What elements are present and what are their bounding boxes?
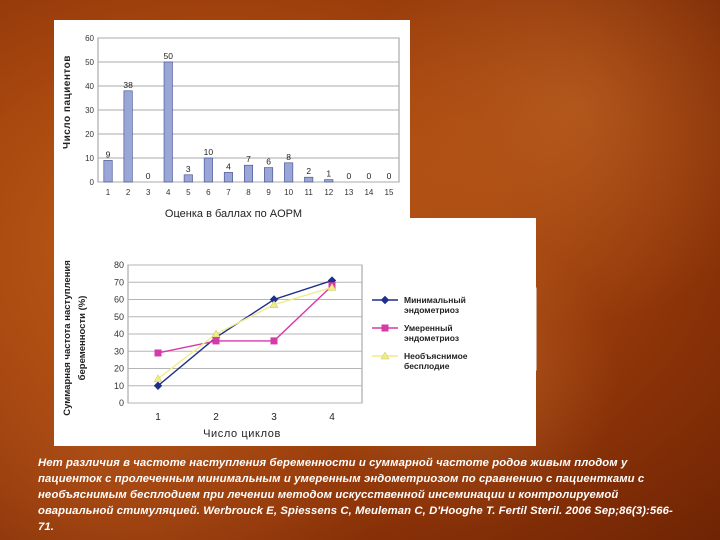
legend-label-line1: Необъяснимое bbox=[404, 351, 468, 361]
y-tick-label: 60 bbox=[85, 34, 94, 43]
legend-label-line2: бесплодие bbox=[404, 361, 450, 371]
x-tick-label: 8 bbox=[246, 188, 251, 197]
bar-value-label: 0 bbox=[387, 171, 392, 181]
x-tick-label: 13 bbox=[344, 188, 353, 197]
y-tick-label: 50 bbox=[85, 58, 94, 67]
bar-value-label: 38 bbox=[123, 80, 133, 90]
bar bbox=[103, 160, 113, 183]
bar bbox=[324, 179, 334, 183]
x-tick-label: 11 bbox=[305, 188, 314, 197]
x-tick-label: 2 bbox=[126, 188, 131, 197]
bar bbox=[264, 167, 274, 183]
series-line bbox=[157, 286, 333, 380]
data-point bbox=[381, 324, 389, 332]
bar bbox=[284, 162, 294, 183]
bar bbox=[203, 157, 213, 183]
x-axis-title: Оценка в баллах по AОРМ bbox=[165, 208, 302, 220]
data-point bbox=[211, 329, 221, 338]
bar-value-label: 3 bbox=[186, 164, 191, 174]
x-tick-label: 7 bbox=[226, 188, 231, 197]
bar-value-label: 4 bbox=[226, 161, 231, 171]
legend-label-line1: Минимальный bbox=[404, 295, 466, 305]
slide-caption: Нет различия в частоте наступления берем… bbox=[38, 457, 673, 533]
bar-value-label: 0 bbox=[346, 171, 351, 181]
x-tick-label: 5 bbox=[186, 188, 191, 197]
bar-value-label: 0 bbox=[146, 171, 151, 181]
bar bbox=[123, 90, 133, 183]
data-point bbox=[154, 349, 162, 357]
bar bbox=[243, 164, 254, 183]
bar-value-label: 9 bbox=[106, 149, 111, 159]
data-point bbox=[270, 337, 278, 345]
y-tick-label: 10 bbox=[85, 154, 94, 163]
y-axis-title: Число пациентов bbox=[62, 55, 73, 149]
bar-value-label: 50 bbox=[163, 51, 173, 61]
series-line bbox=[157, 285, 333, 354]
legend-label-line1: Умеренный bbox=[404, 323, 453, 333]
x-tick-label: 1 bbox=[155, 412, 161, 423]
legend-label-line2: эндометриоз bbox=[404, 305, 459, 315]
y-tick-label: 40 bbox=[85, 82, 94, 91]
data-point bbox=[212, 337, 220, 345]
x-tick-label: 14 bbox=[364, 188, 373, 197]
x-tick-label: 3 bbox=[146, 188, 151, 197]
bar bbox=[223, 172, 233, 183]
bar-value-label: 1 bbox=[326, 169, 331, 179]
x-tick-label: 9 bbox=[266, 188, 271, 197]
data-point bbox=[153, 374, 163, 383]
y-tick-label: 60 bbox=[114, 295, 124, 305]
y-tick-label: 30 bbox=[114, 346, 124, 356]
data-point bbox=[380, 295, 390, 305]
x-tick-label: 6 bbox=[206, 188, 211, 197]
bar-value-label: 2 bbox=[306, 166, 311, 176]
x-tick-label: 1 bbox=[106, 188, 111, 197]
data-point bbox=[327, 282, 337, 291]
x-tick-label: 12 bbox=[324, 188, 333, 197]
y-tick-label: 40 bbox=[114, 329, 124, 339]
x-tick-label: 10 bbox=[284, 188, 293, 197]
x-tick-label: 4 bbox=[329, 412, 335, 423]
y-axis-title-line2: беременности (%) bbox=[77, 296, 88, 381]
y-tick-label: 20 bbox=[114, 364, 124, 374]
bar-value-label: 6 bbox=[266, 157, 271, 167]
y-tick-label: 70 bbox=[114, 277, 124, 287]
series-line bbox=[157, 279, 333, 387]
data-point bbox=[269, 300, 279, 308]
y-tick-label: 0 bbox=[119, 398, 124, 408]
line-chart-panel: 0 10 20 30 40 50 60 70 80 1 2 3 4 Минимальный эндометр… bbox=[54, 218, 537, 446]
y-tick-label: 80 bbox=[114, 260, 124, 270]
y-tick-label: 20 bbox=[85, 130, 94, 139]
bar-chart: 0102030405060913820350435106477869810211… bbox=[62, 34, 400, 220]
data-point bbox=[153, 381, 163, 390]
bar-value-label: 8 bbox=[286, 152, 291, 162]
data-point bbox=[380, 351, 390, 360]
y-tick-label: 30 bbox=[85, 106, 94, 115]
x-tick-label: 3 bbox=[271, 412, 277, 423]
bar-value-label: 0 bbox=[367, 171, 372, 181]
x-tick-label: 15 bbox=[385, 188, 394, 197]
bar bbox=[183, 174, 193, 183]
x-tick-label: 4 bbox=[166, 188, 171, 197]
legend-label-line2: эндометриоз bbox=[404, 333, 459, 343]
bar-chart-panel: 0 10 20 30 40 50 60 9 1 38 2 0 3 50 4 3 5 10 6 4 7 7 8 6 9 8 10 2 11… bbox=[54, 20, 410, 225]
bar-value-label: 10 bbox=[204, 147, 214, 157]
bar bbox=[163, 61, 173, 183]
bar bbox=[304, 176, 314, 183]
x-axis-title: Число циклов bbox=[203, 428, 281, 440]
y-axis-title-line1: Суммарная частота наступления bbox=[62, 260, 73, 416]
y-tick-label: 10 bbox=[114, 381, 124, 391]
bar-value-label: 7 bbox=[246, 154, 251, 164]
x-tick-label: 2 bbox=[213, 412, 219, 423]
y-tick-label: 50 bbox=[114, 312, 124, 322]
y-tick-label: 0 bbox=[90, 178, 95, 187]
